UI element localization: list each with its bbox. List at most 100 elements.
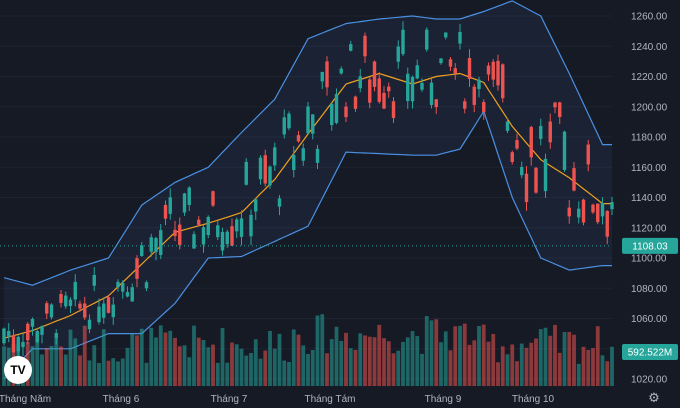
candle-body [463,101,467,109]
candle-body [178,224,182,245]
tradingview-logo: TV [4,356,32,384]
candle-body [40,326,44,335]
candle-body [420,82,424,90]
candle-body [358,76,362,89]
volume-bar [329,339,334,386]
volume-bar [453,326,458,386]
volume-bar [458,325,462,386]
volume-bar [59,346,63,386]
candle-body [453,68,457,74]
y-tick-label: 1180.00 [631,133,667,144]
candle-body [216,225,220,238]
candle-body [64,295,68,307]
volume-bar [405,337,410,386]
candle-body [140,245,144,257]
volume-bar [63,354,68,386]
volume-bar [510,344,515,386]
volume-bar [401,341,405,386]
candle-body [368,79,372,103]
last-price-value: 1108.03 [632,241,668,252]
volume-bar [35,333,40,386]
volume-bar [557,352,562,386]
volume-bar [410,331,415,386]
candle-body [73,281,77,300]
volume-bar [595,326,600,386]
y-tick-label: 1080.00 [631,284,668,295]
candle-body [562,131,567,170]
candle-body [543,158,548,192]
volume-bar [477,326,481,386]
candle-body [68,299,73,307]
candle-body [35,331,39,343]
candle-body [106,297,111,313]
volume-bar [439,342,443,386]
volume-bar [315,315,320,386]
volume-bar [291,329,296,386]
y-tick-label: 1100.00 [631,254,667,265]
candle-body [382,92,386,109]
candle-body [239,218,244,237]
candle-body [92,274,96,286]
candle-body [7,331,11,337]
candle-body [482,102,486,113]
candle-body [610,202,614,210]
volume-bars [2,314,614,386]
volume-bar [382,338,386,386]
candle-body [230,226,234,246]
candle-body [415,65,419,79]
gear-icon[interactable]: ⚙ [648,391,660,406]
candle-body [144,282,149,289]
volume-bar [600,355,605,386]
candle-body [45,303,49,314]
candle-body [330,103,334,126]
candle-body [54,333,58,339]
volume-bar [581,346,586,386]
volume-bar [377,324,382,386]
candle-body [282,117,286,135]
candle-body [472,86,476,105]
volume-bar [44,347,49,386]
candle-body [458,31,462,44]
volume-bar [40,354,44,386]
candle-body [510,152,514,162]
candle-body [254,199,258,212]
y-tick-label: 1020.00 [631,375,668,386]
candle-body [448,59,453,67]
volume-bar [258,358,263,386]
volume-bar [610,346,614,386]
candle-body [534,167,538,193]
volume-tag [622,344,678,360]
x-tick-label: Tháng 9 [425,394,462,405]
candle-body [296,135,301,142]
volume-bar [2,346,6,386]
candle-body [577,208,581,218]
candle-body [524,173,529,203]
volume-bar [125,347,130,386]
candle-body [249,214,253,237]
volume-bar [306,353,310,386]
candle-body [401,29,405,55]
volume-bar [500,346,505,386]
volume-bar [538,329,543,386]
volume-bar [358,333,363,386]
volume-bar [515,361,519,386]
volume-bar [177,346,182,386]
volume-bar [49,345,54,386]
volume-bar [310,350,315,386]
volume-bar [116,361,120,386]
candle-body [320,71,324,82]
candle-body [11,335,16,353]
volume-bar [553,324,557,386]
volume-bar [211,344,215,386]
volume-bar [225,362,230,386]
candle-body [206,216,210,235]
volume-bar [491,333,496,386]
candle-body [477,79,481,89]
candle-body [187,187,191,205]
candle-body [496,60,500,86]
volume-bar [192,325,196,386]
volume-bar [154,337,158,386]
volume-bar [68,329,73,386]
volume-bar [353,349,358,386]
